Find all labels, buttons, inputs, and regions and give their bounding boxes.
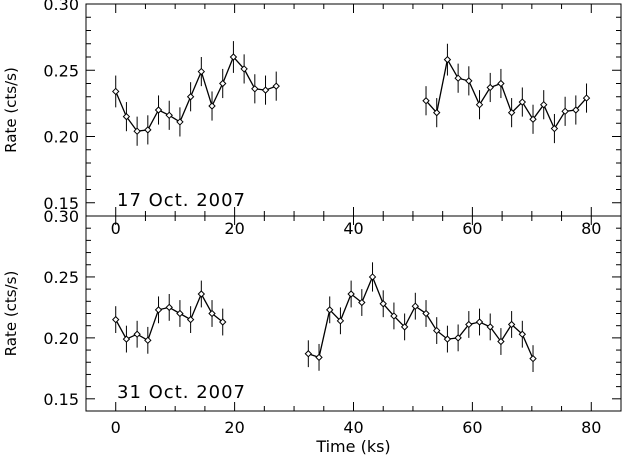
data-point bbox=[219, 79, 227, 88]
data-point bbox=[475, 100, 484, 109]
data-point bbox=[443, 335, 452, 343]
data-point bbox=[465, 320, 473, 329]
data-point bbox=[507, 108, 516, 117]
x-tick-label: 60 bbox=[462, 219, 482, 238]
data-point bbox=[251, 85, 259, 93]
data-point bbox=[133, 330, 141, 338]
data-point bbox=[529, 115, 537, 123]
data-point bbox=[529, 354, 537, 363]
x-tick-label: 80 bbox=[581, 219, 601, 238]
data-point bbox=[261, 86, 270, 94]
data-point bbox=[144, 336, 152, 345]
x-tick-label: 80 bbox=[581, 418, 601, 437]
data-point bbox=[112, 87, 120, 96]
data-point bbox=[208, 102, 216, 110]
data-point bbox=[550, 124, 559, 133]
data-point bbox=[422, 309, 430, 318]
x-tick-label: 20 bbox=[224, 219, 244, 238]
data-point bbox=[486, 323, 494, 331]
series-line bbox=[425, 57, 587, 130]
x-tick-label: 0 bbox=[111, 418, 121, 437]
data-point bbox=[208, 309, 216, 318]
data-point bbox=[133, 127, 141, 135]
series-line bbox=[115, 55, 277, 132]
data-point bbox=[465, 77, 473, 85]
data-point bbox=[411, 302, 420, 310]
x-tick-label: 20 bbox=[224, 418, 244, 437]
data-point bbox=[197, 290, 206, 298]
data-point bbox=[572, 106, 580, 114]
data-point bbox=[561, 107, 569, 116]
data-point bbox=[326, 306, 334, 314]
data-point bbox=[154, 306, 163, 314]
data-point bbox=[507, 320, 516, 329]
series-2 bbox=[422, 43, 591, 144]
panel-label: 31 Oct. 2007 bbox=[117, 382, 246, 403]
data-point bbox=[540, 100, 548, 109]
data-point bbox=[176, 118, 184, 126]
panel-2: 0.15 0.20 0.25 0.30 0 20 40 60 80 Rate (cts/s) Tim… bbox=[2, 207, 622, 456]
data-point bbox=[518, 330, 527, 338]
data-point bbox=[122, 335, 131, 343]
y-tick-label: 0.25 bbox=[43, 268, 79, 287]
y-tick-label: 0.20 bbox=[43, 329, 79, 348]
plot-frame bbox=[85, 3, 622, 217]
data-point bbox=[368, 273, 377, 281]
data-point bbox=[219, 318, 227, 326]
x-tick-label: 40 bbox=[343, 219, 363, 238]
y-tick-label: 0.25 bbox=[43, 61, 79, 80]
x-axis-label: Time (ks) bbox=[315, 437, 390, 456]
y-tick-label: 0.30 bbox=[43, 0, 79, 14]
data-point bbox=[358, 298, 366, 307]
data-point bbox=[154, 106, 163, 114]
series-line bbox=[308, 275, 534, 359]
data-point bbox=[315, 353, 323, 362]
series-1 bbox=[112, 280, 227, 354]
data-point bbox=[165, 111, 173, 120]
data-point bbox=[454, 74, 462, 82]
data-point bbox=[122, 112, 131, 121]
data-point bbox=[433, 326, 441, 335]
x-tick-label: 40 bbox=[343, 418, 363, 437]
data-point bbox=[486, 83, 494, 92]
panel-label: 17 Oct. 2007 bbox=[117, 190, 246, 211]
data-point bbox=[240, 65, 248, 73]
data-point bbox=[390, 312, 398, 320]
y-tick-label: 0.15 bbox=[43, 194, 79, 213]
data-point bbox=[186, 93, 195, 101]
x-tick-label: 60 bbox=[462, 418, 482, 437]
y-axis-label: Rate (cts/s) bbox=[2, 67, 20, 153]
data-point bbox=[454, 334, 462, 342]
y-tick-label: 0.30 bbox=[43, 207, 79, 226]
data-point bbox=[229, 53, 238, 61]
data-point bbox=[347, 290, 355, 298]
data-point bbox=[518, 98, 527, 106]
data-point bbox=[400, 323, 409, 331]
data-point bbox=[304, 350, 313, 358]
data-point bbox=[176, 309, 184, 318]
data-point bbox=[497, 337, 505, 346]
series-2 bbox=[304, 262, 537, 372]
data-point bbox=[336, 317, 345, 325]
y-axis-label: Rate (cts/s) bbox=[2, 271, 20, 357]
data-point bbox=[582, 94, 591, 102]
data-point bbox=[443, 55, 452, 64]
data-point bbox=[497, 79, 505, 88]
data-point bbox=[165, 303, 173, 312]
data-point bbox=[475, 318, 484, 326]
series-1 bbox=[112, 41, 280, 146]
data-point bbox=[197, 67, 206, 76]
data-point bbox=[272, 82, 280, 90]
data-point bbox=[379, 300, 387, 308]
x-tick-label: 0 bbox=[111, 219, 121, 238]
data-point bbox=[422, 97, 430, 105]
data-point bbox=[144, 126, 152, 134]
y-tick-label: 0.20 bbox=[43, 128, 79, 147]
data-point bbox=[186, 315, 195, 324]
data-point bbox=[433, 108, 441, 117]
y-tick-label: 0.15 bbox=[43, 390, 79, 409]
data-point bbox=[112, 315, 120, 324]
panel-1: 0.15 0.20 0.25 0.30 0 20 40 60 80 Rate (cts/s) 17 … bbox=[2, 0, 622, 238]
